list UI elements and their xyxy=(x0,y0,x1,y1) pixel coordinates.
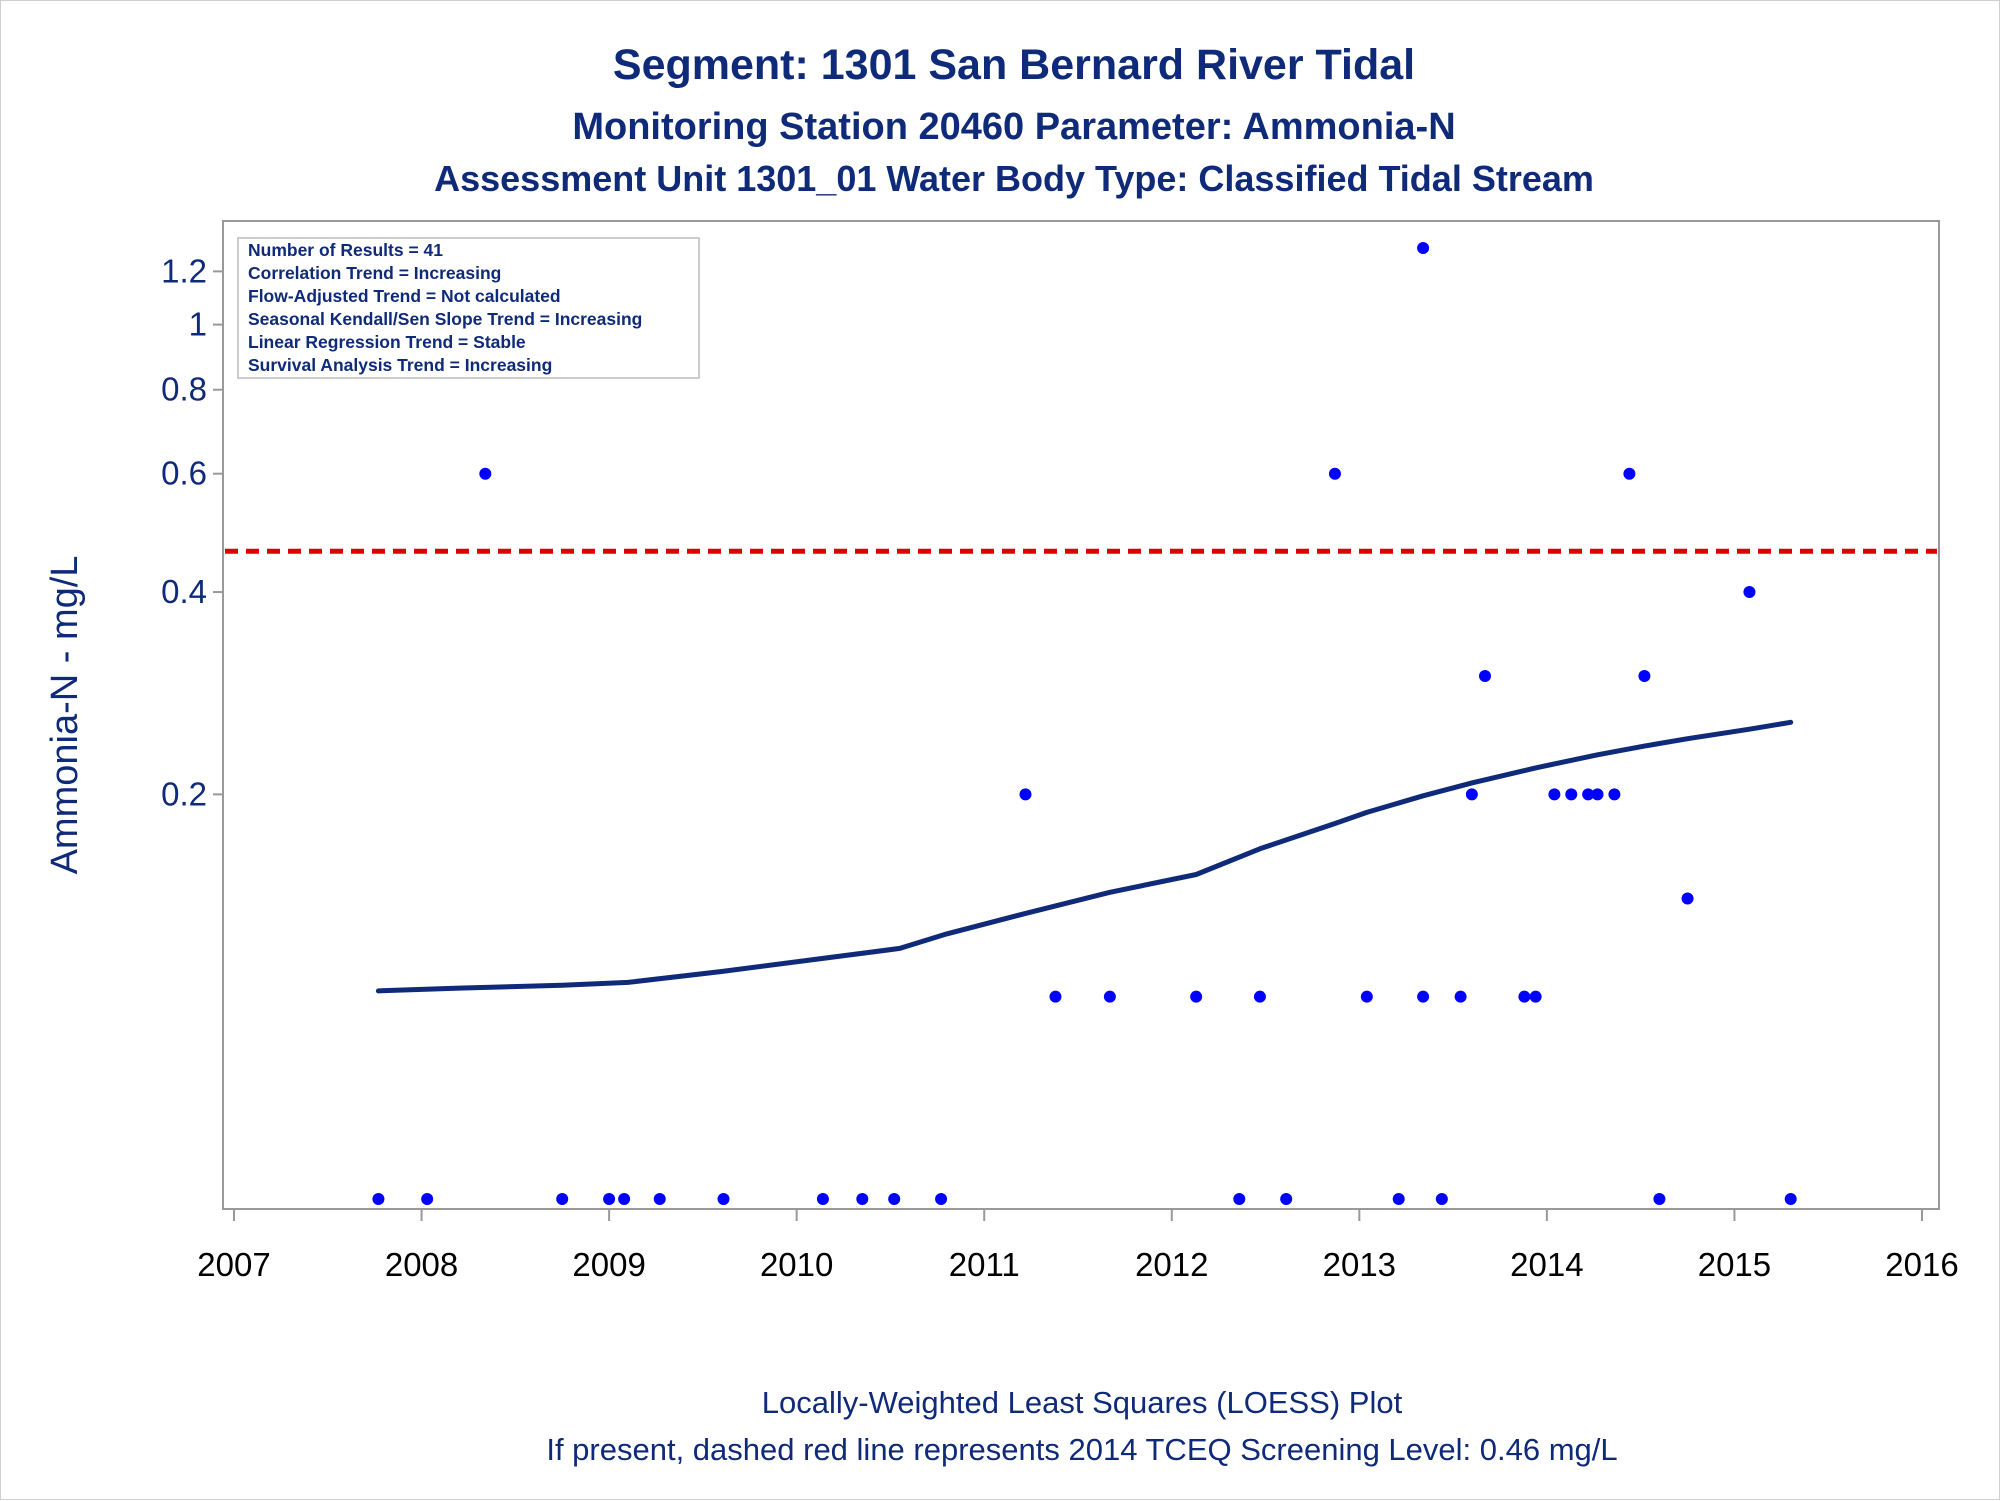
data-point xyxy=(1465,788,1478,801)
data-point xyxy=(372,1193,385,1205)
data-point xyxy=(556,1193,569,1205)
data-point xyxy=(1417,990,1430,1003)
data-point xyxy=(1565,788,1578,801)
chart-subtitle-station: Monitoring Station 20460 Parameter: Ammo… xyxy=(572,106,1455,148)
stats-line: Correlation Trend = Increasing xyxy=(248,263,501,283)
data-point xyxy=(1518,990,1531,1003)
data-points xyxy=(372,242,1797,1205)
data-point xyxy=(1103,990,1116,1003)
chart-title: Segment: 1301 San Bernard River Tidal xyxy=(613,41,1415,89)
x-tick-label: 2011 xyxy=(949,1246,1020,1283)
x-tick-label: 2010 xyxy=(760,1246,833,1283)
chart-subtitle-assessment: Assessment Unit 1301_01 Water Body Type:… xyxy=(434,158,1594,199)
y-tick-label: 0.6 xyxy=(161,455,207,492)
footnote-loess: Locally-Weighted Least Squares (LOESS) P… xyxy=(762,1385,1403,1420)
data-point xyxy=(1478,670,1491,683)
data-point xyxy=(1653,1193,1666,1205)
plot-area xyxy=(222,220,1940,1210)
data-point xyxy=(1623,467,1636,480)
data-point xyxy=(856,1193,869,1205)
x-tick-label: 2015 xyxy=(1698,1246,1771,1283)
data-point xyxy=(1049,990,1062,1003)
stats-line: Survival Analysis Trend = Increasing xyxy=(248,355,552,375)
stats-line: Flow-Adjusted Trend = Not calculated xyxy=(248,286,561,306)
x-tick-label: 2009 xyxy=(572,1246,645,1283)
stats-box-lines: Number of Results = 41 Correlation Trend … xyxy=(248,240,642,375)
loess-curve xyxy=(375,719,1794,994)
data-point xyxy=(1253,990,1266,1003)
data-point xyxy=(1417,242,1430,255)
data-point xyxy=(618,1193,631,1205)
y-tick-label: 1.2 xyxy=(161,252,207,289)
data-point xyxy=(1190,990,1203,1003)
x-tick-label: 2008 xyxy=(385,1246,458,1283)
y-tick-label: 1 xyxy=(189,306,207,343)
data-point xyxy=(1360,990,1373,1003)
data-point xyxy=(1743,586,1756,599)
y-tick-label: 0.8 xyxy=(161,371,207,408)
data-point xyxy=(1582,788,1595,801)
stats-line: Number of Results = 41 xyxy=(248,240,443,260)
footnote-screening-level: If present, dashed red line represents 2… xyxy=(546,1432,1617,1467)
data-point xyxy=(1638,670,1651,683)
data-point xyxy=(1392,1193,1405,1205)
stats-box xyxy=(237,237,700,379)
data-point xyxy=(1608,788,1621,801)
data-point xyxy=(935,1193,948,1205)
data-point xyxy=(717,1193,730,1205)
data-point xyxy=(1328,467,1341,480)
data-point xyxy=(1233,1193,1246,1205)
y-axis: 0.2 0.4 0.6 0.8 1 1.2 xyxy=(161,252,223,812)
data-point xyxy=(479,467,492,480)
data-point xyxy=(1548,788,1561,801)
y-tick-label: 0.2 xyxy=(161,775,207,812)
stats-line: Linear Regression Trend = Stable xyxy=(248,332,526,352)
data-point xyxy=(1681,892,1694,905)
x-tick-label: 2014 xyxy=(1510,1246,1583,1283)
data-point xyxy=(421,1193,434,1205)
data-point xyxy=(1784,1193,1797,1205)
data-point xyxy=(1019,788,1032,801)
stats-line: Seasonal Kendall/Sen Slope Trend = Incre… xyxy=(248,309,642,329)
x-tick-label: 2012 xyxy=(1135,1246,1208,1283)
x-axis: 2007 2008 2009 2010 2011 2012 2013 2014 2015 2016 xyxy=(197,1209,1959,1283)
x-tick-label: 2016 xyxy=(1885,1246,1958,1283)
data-point xyxy=(1591,788,1604,801)
data-point xyxy=(1280,1193,1293,1205)
x-tick-label: 2007 xyxy=(197,1246,270,1283)
data-point xyxy=(816,1193,829,1205)
data-point xyxy=(653,1193,666,1205)
y-tick-label: 0.4 xyxy=(161,573,207,610)
data-point xyxy=(603,1193,616,1205)
y-axis-label: Ammonia-N - mg/L xyxy=(44,556,86,875)
data-point xyxy=(888,1193,901,1205)
x-tick-label: 2013 xyxy=(1323,1246,1396,1283)
data-point xyxy=(1454,990,1467,1003)
data-point xyxy=(1435,1193,1448,1205)
data-point xyxy=(1529,990,1542,1003)
